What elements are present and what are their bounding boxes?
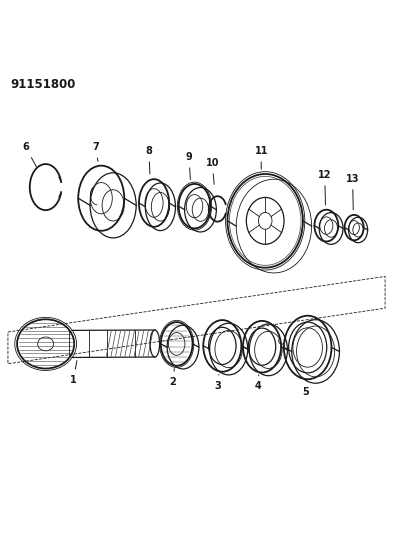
Text: 12: 12: [318, 170, 331, 205]
Text: 6: 6: [22, 142, 37, 167]
Text: 11: 11: [254, 147, 268, 169]
Text: 4: 4: [254, 375, 262, 391]
Text: 2: 2: [169, 368, 176, 386]
Text: 13: 13: [346, 174, 359, 209]
Text: 7: 7: [92, 142, 99, 161]
Text: 10: 10: [206, 158, 219, 184]
Text: 9: 9: [185, 152, 193, 180]
Text: 91151800: 91151800: [10, 78, 75, 91]
Text: 5: 5: [302, 379, 309, 397]
Text: 8: 8: [145, 147, 152, 174]
Text: 3: 3: [214, 375, 221, 391]
Text: 1: 1: [70, 360, 77, 385]
